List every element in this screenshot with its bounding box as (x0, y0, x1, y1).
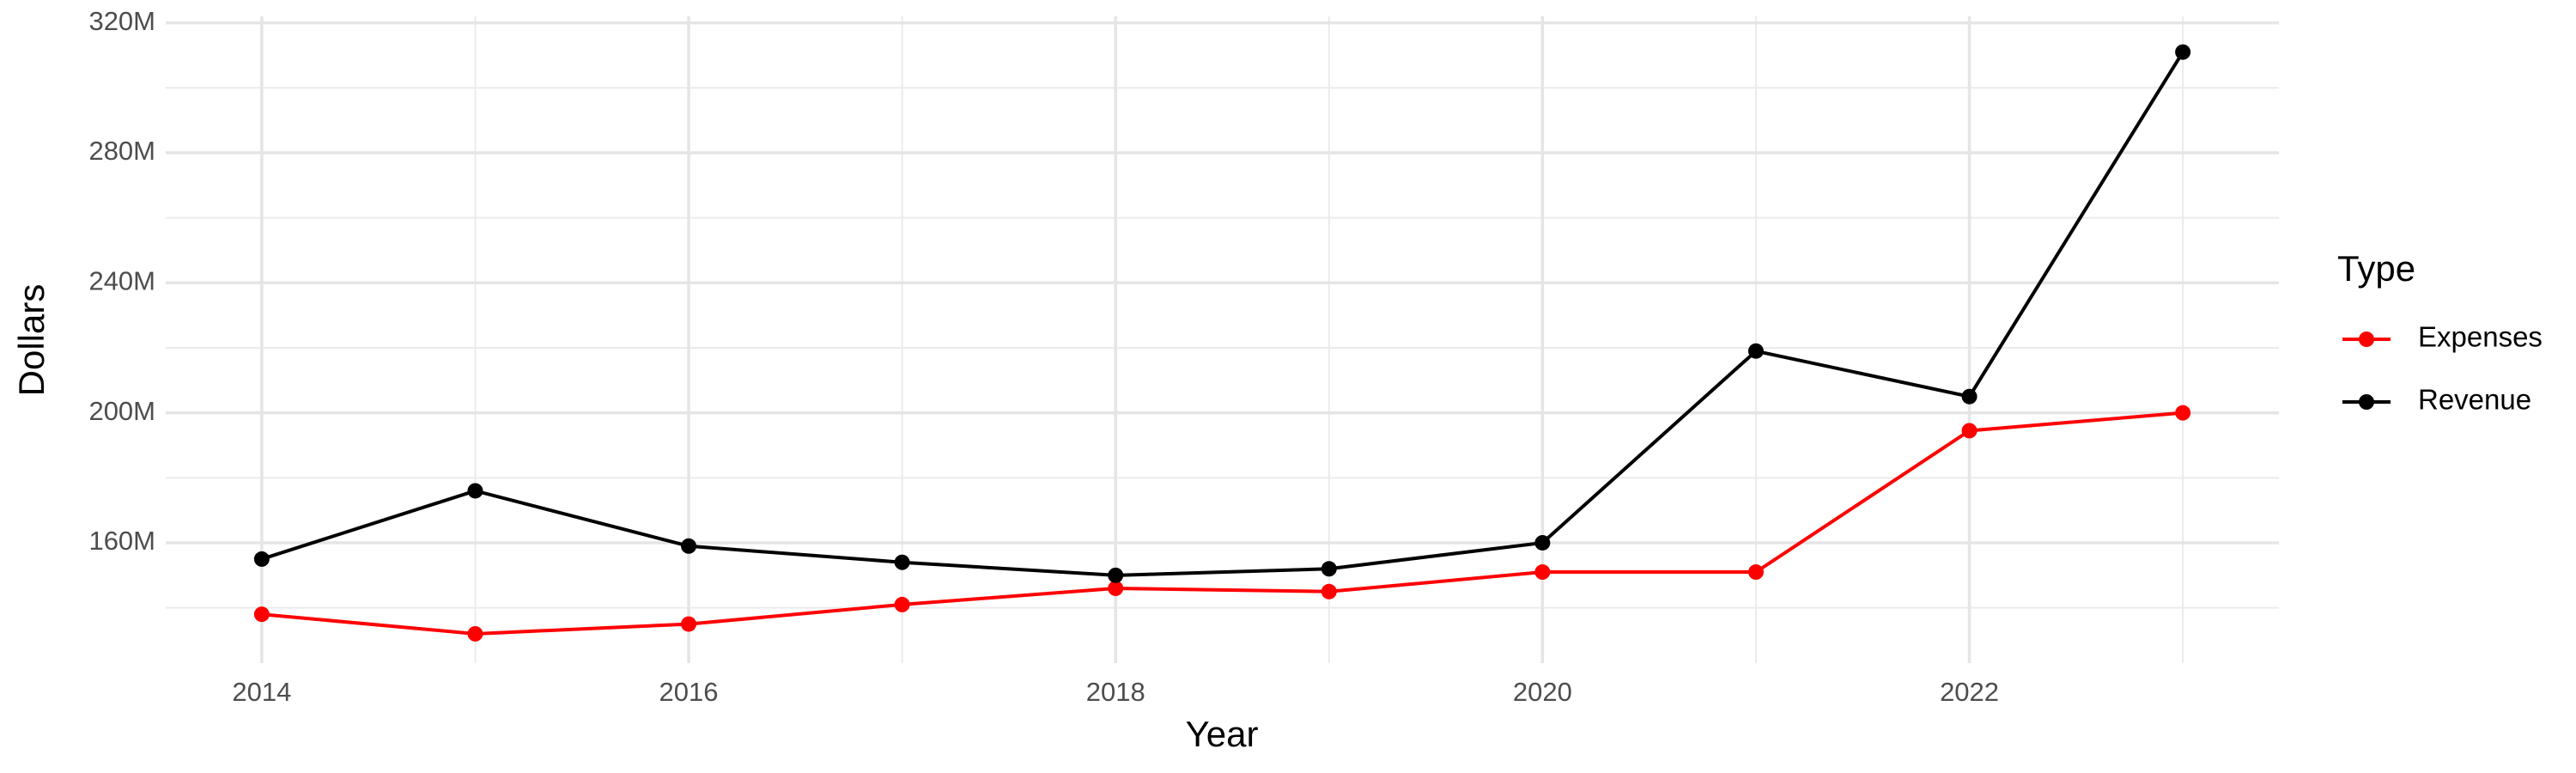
data-point (1534, 564, 1551, 581)
data-point (1534, 534, 1551, 551)
data-point (467, 625, 483, 642)
legend-title: Type (2337, 248, 2415, 289)
grid (166, 16, 2279, 663)
data-point (1321, 583, 1337, 600)
data-point (2175, 405, 2191, 421)
y-tick-label: 200M (88, 396, 155, 426)
y-tick-label: 240M (88, 265, 155, 295)
data-point (1321, 561, 1337, 577)
data-point (1108, 580, 1124, 596)
data-point (1108, 567, 1124, 583)
y-axis-title: Dollars (11, 284, 52, 397)
data-point (894, 554, 910, 570)
y-tick-label: 160M (88, 526, 155, 556)
x-tick-label: 2014 (232, 677, 291, 707)
data-point (253, 606, 270, 623)
x-tick-label: 2016 (659, 677, 719, 707)
x-tick-label: 2020 (1513, 677, 1572, 707)
data-point (1747, 564, 1764, 581)
data-point (681, 616, 697, 632)
plot-marks (253, 44, 2191, 642)
y-tick-label: 280M (88, 136, 155, 166)
legend-label: Revenue (2418, 384, 2531, 416)
data-point (467, 483, 483, 499)
series-line (261, 411, 2184, 636)
series-line (261, 51, 2184, 577)
data-point (2175, 44, 2191, 60)
x-tick-label: 2018 (1086, 677, 1145, 707)
legend-label: Expenses (2418, 321, 2543, 353)
legend-point (2359, 394, 2374, 410)
data-point (1747, 343, 1764, 359)
y-tick-label: 320M (88, 6, 155, 36)
data-point (253, 551, 270, 567)
x-tick-label: 2022 (1940, 677, 1999, 707)
x-axis-title: Year (1186, 714, 1259, 754)
legend-point (2359, 332, 2374, 347)
data-point (1961, 423, 1978, 439)
data-point (681, 538, 697, 554)
data-point (1961, 388, 1978, 405)
data-point (894, 596, 910, 612)
